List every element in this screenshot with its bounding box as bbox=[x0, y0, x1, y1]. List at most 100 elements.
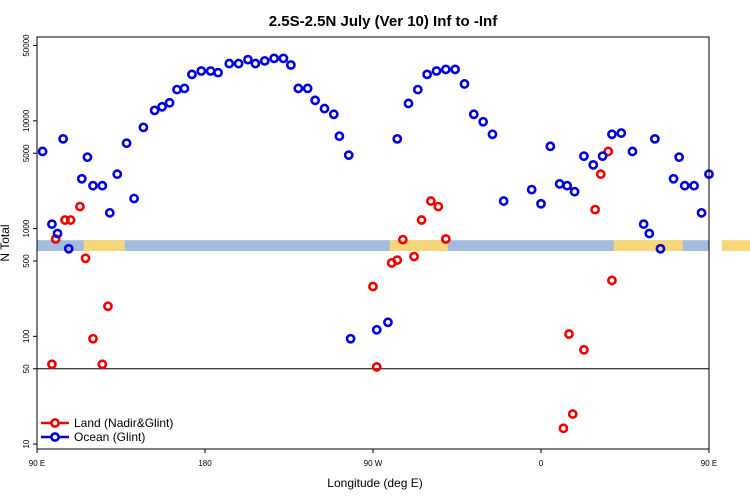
legend: Land (Nadir&Glint)Ocean (Glint) bbox=[41, 416, 173, 444]
x-tick-label: 90 W bbox=[364, 459, 383, 468]
y-tick-label: 100 bbox=[22, 329, 31, 343]
data-point bbox=[172, 84, 182, 95]
data-point bbox=[397, 234, 408, 245]
data-point bbox=[579, 344, 589, 355]
data-point bbox=[37, 146, 48, 157]
data-point bbox=[224, 58, 235, 69]
data-point bbox=[392, 133, 403, 144]
series-1 bbox=[37, 53, 714, 344]
data-point bbox=[440, 234, 451, 244]
data-point bbox=[562, 180, 573, 191]
data-point bbox=[343, 150, 354, 161]
data-point bbox=[75, 201, 85, 212]
data-point bbox=[644, 228, 655, 239]
y-tick-label: 50 bbox=[22, 364, 31, 373]
x-axis-label: Longitude (deg E) bbox=[327, 476, 422, 490]
data-point bbox=[569, 186, 580, 197]
data-point bbox=[65, 215, 76, 225]
data-point bbox=[536, 198, 546, 209]
band-land-segment bbox=[613, 240, 683, 251]
x-axis: 90 E 180 90 W 0 90 E bbox=[29, 449, 717, 468]
data-point bbox=[431, 66, 442, 76]
data-point bbox=[579, 151, 589, 162]
data-point bbox=[233, 58, 244, 69]
y-tick-label: 10 bbox=[22, 439, 31, 448]
data-point bbox=[616, 128, 627, 138]
data-point bbox=[310, 95, 321, 106]
data-point bbox=[345, 333, 356, 344]
data-point bbox=[187, 69, 197, 80]
data-point bbox=[47, 219, 57, 230]
y-tick-label: 50000 bbox=[22, 34, 31, 57]
data-point bbox=[545, 141, 556, 152]
data-point bbox=[679, 180, 690, 191]
data-point bbox=[425, 196, 436, 206]
data-point bbox=[213, 67, 223, 78]
data-point bbox=[328, 109, 339, 120]
data-point bbox=[638, 219, 649, 230]
legend-swatch-marker bbox=[50, 418, 60, 428]
data-point bbox=[82, 152, 93, 163]
data-point bbox=[595, 169, 606, 180]
data-point bbox=[259, 56, 270, 66]
data-point bbox=[564, 329, 574, 339]
data-point bbox=[278, 53, 289, 64]
plot-area bbox=[37, 53, 750, 434]
x-tick-label: 90 E bbox=[701, 459, 717, 468]
data-point bbox=[696, 207, 707, 218]
data-point bbox=[196, 66, 207, 76]
data-point bbox=[371, 324, 382, 335]
data-point bbox=[319, 103, 330, 114]
legend-label: Ocean (Glint) bbox=[74, 430, 145, 444]
series-0 bbox=[47, 146, 617, 434]
data-point bbox=[112, 169, 123, 180]
data-point bbox=[250, 58, 261, 69]
data-point bbox=[392, 255, 403, 265]
data-point bbox=[433, 201, 444, 212]
data-point bbox=[627, 146, 638, 157]
data-point bbox=[164, 97, 175, 108]
data-point bbox=[80, 253, 91, 264]
x-tick-label: 0 bbox=[539, 459, 544, 468]
data-point bbox=[285, 60, 296, 70]
y-tick-label: 5000 bbox=[22, 144, 31, 162]
data-point bbox=[409, 251, 419, 262]
data-point bbox=[668, 173, 679, 184]
band-land-segment bbox=[389, 240, 448, 251]
data-point bbox=[302, 83, 313, 94]
band-land-segment bbox=[722, 240, 750, 251]
data-point bbox=[58, 133, 69, 144]
data-point bbox=[588, 160, 599, 170]
data-point bbox=[76, 173, 87, 184]
data-point bbox=[603, 146, 614, 157]
data-point bbox=[47, 359, 57, 370]
data-point bbox=[590, 204, 601, 215]
data-point bbox=[422, 69, 433, 80]
y-tick-label: 10000 bbox=[22, 109, 31, 132]
data-point bbox=[97, 359, 108, 370]
x-tick-label: 90 E bbox=[29, 459, 45, 468]
y-tick-label: 1000 bbox=[22, 219, 31, 237]
data-point bbox=[498, 196, 509, 206]
data-point bbox=[104, 207, 115, 218]
data-point bbox=[157, 101, 167, 112]
data-point bbox=[52, 228, 63, 239]
chart-title: 2.5S-2.5N July (Ver 10) Inf to -Inf bbox=[269, 13, 498, 30]
y-tick-label: 500 bbox=[22, 254, 31, 268]
data-point bbox=[97, 180, 108, 191]
data-point bbox=[129, 193, 139, 204]
data-point bbox=[121, 138, 132, 149]
data-point bbox=[293, 83, 304, 94]
data-point bbox=[450, 64, 461, 75]
data-point bbox=[554, 178, 565, 189]
data-point bbox=[334, 131, 345, 142]
x-tick-label: 180 bbox=[198, 459, 212, 468]
data-point bbox=[487, 129, 498, 140]
data-point bbox=[383, 317, 393, 328]
y-axis-label: N Total bbox=[0, 224, 12, 261]
data-point bbox=[103, 301, 113, 312]
data-point bbox=[526, 184, 537, 195]
data-point bbox=[689, 180, 699, 191]
data-point bbox=[138, 122, 149, 133]
data-point bbox=[269, 53, 279, 64]
